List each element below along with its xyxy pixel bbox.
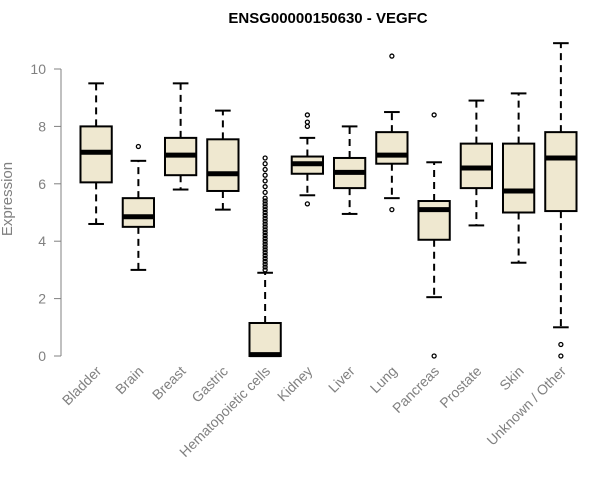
- box-6: [332, 125, 367, 215]
- outlier-point: [262, 244, 268, 250]
- outlier-point: [262, 227, 268, 233]
- outlier-point: [304, 119, 311, 125]
- outlier-point: [262, 235, 268, 241]
- x-tick-label: Unknown / Other: [483, 363, 569, 449]
- outlier-point: [262, 241, 268, 247]
- y-axis-ticks: 0 2 4 6 8 10: [30, 61, 61, 364]
- outlier-point: [262, 247, 268, 253]
- outlier-point: [262, 155, 268, 161]
- outlier-point: [389, 53, 395, 59]
- outlier-point: [262, 224, 268, 230]
- box-11: [544, 42, 578, 359]
- x-tick-label: Kidney: [274, 363, 316, 405]
- outlier-point: [262, 172, 268, 178]
- outlier-point: [262, 229, 268, 236]
- interquartile-box: [501, 142, 536, 214]
- box-3: [206, 109, 240, 211]
- y-tick-label: 10: [30, 61, 46, 77]
- interquartile-box: [121, 197, 156, 228]
- interquartile-box: [417, 200, 451, 241]
- outlier-point: [262, 264, 268, 270]
- outlier-point: [262, 218, 268, 224]
- outlier-point: [262, 206, 268, 213]
- outlier-point: [262, 261, 268, 267]
- box-4: [248, 155, 282, 358]
- y-tick-label: 0: [38, 348, 46, 364]
- box-8: [417, 112, 451, 359]
- box-5: [290, 112, 325, 207]
- y-tick-label: 8: [38, 118, 46, 134]
- outlier-point: [135, 143, 142, 150]
- y-tick-label: 2: [38, 291, 46, 307]
- x-tick-label: Liver: [325, 363, 358, 396]
- outlier-point: [262, 267, 268, 273]
- interquartile-box: [206, 138, 240, 192]
- outlier-point: [304, 201, 311, 207]
- interquartile-box: [248, 321, 282, 357]
- outlier-point: [262, 221, 268, 227]
- x-tick-label: Pancreas: [389, 363, 442, 416]
- outlier-point: [558, 353, 564, 359]
- box-2: [163, 82, 198, 191]
- box-9: [459, 99, 494, 227]
- chart-title: ENSG00000150630 - VEGFC: [228, 10, 427, 27]
- x-tick-label: Skin: [496, 363, 527, 394]
- outlier-point: [262, 204, 268, 210]
- y-tick-label: 4: [38, 233, 46, 249]
- outlier-point: [262, 189, 268, 196]
- outlier-point: [262, 215, 268, 221]
- outlier-point: [262, 195, 268, 201]
- outlier-point: [262, 250, 268, 256]
- outlier-point: [262, 252, 268, 259]
- y-tick-label: 6: [38, 176, 46, 192]
- y-axis-title: Expression: [0, 162, 16, 236]
- box-1: [121, 143, 156, 271]
- outlier-point: [304, 123, 311, 130]
- x-tick-label: Breast: [149, 363, 189, 403]
- box-10: [501, 92, 536, 264]
- outlier-point: [262, 201, 268, 207]
- outlier-point: [304, 112, 311, 118]
- boxes: [79, 42, 578, 359]
- interquartile-box: [544, 131, 578, 213]
- x-tick-label: Bladder: [59, 363, 105, 409]
- x-tick-label: Lung: [367, 363, 400, 396]
- outlier-point: [431, 353, 437, 359]
- outlier-point: [262, 178, 268, 184]
- outlier-point: [558, 341, 564, 348]
- outlier-point: [262, 198, 268, 204]
- box-7: [375, 53, 409, 213]
- outlier-point: [262, 209, 268, 216]
- outlier-point: [262, 161, 268, 167]
- outlier-point: [262, 255, 268, 262]
- box-0: [79, 82, 113, 225]
- outlier-point: [431, 112, 437, 118]
- outlier-point: [262, 238, 268, 244]
- x-tick-label: Prostate: [436, 363, 484, 411]
- interquartile-box: [375, 131, 409, 165]
- x-tick-label: Brain: [112, 363, 146, 397]
- outlier-point: [262, 212, 268, 219]
- outlier-point: [262, 184, 268, 190]
- outlier-point: [262, 166, 268, 173]
- outlier-point: [262, 232, 268, 239]
- outlier-point: [389, 206, 395, 213]
- outlier-point: [262, 258, 268, 264]
